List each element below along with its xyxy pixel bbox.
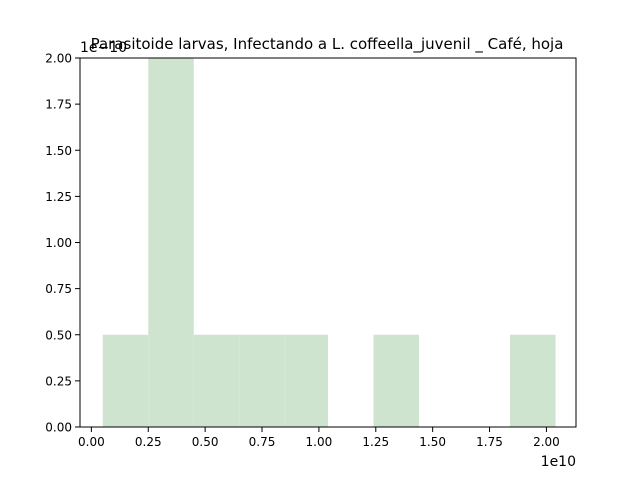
x-tick-label: 2.00 [533, 435, 560, 449]
y-axis-ticks: 0.00 0.25 0.50 0.75 1.00 1.25 1.50 1.75 2.00 [45, 52, 80, 435]
chart-title: Parasitoide larvas, Infectando a L. coff… [91, 35, 564, 54]
y-tick-label: 0.25 [45, 374, 72, 388]
y-tick-label: 1.00 [45, 236, 72, 250]
x-axis-ticks: 0.00 0.25 0.50 0.75 1.00 1.25 1.50 1.75 2.00 [78, 427, 560, 449]
x-tick-label: 0.00 [78, 435, 105, 449]
histogram-bar-6 [373, 334, 420, 427]
x-tick-label: 0.75 [249, 435, 276, 449]
x-tick-label: 1.50 [419, 435, 446, 449]
plot-frame [79, 57, 577, 428]
histogram-bar-3 [239, 334, 285, 427]
bars-layer [102, 58, 556, 427]
y-offset-label: 1e−10 [80, 40, 127, 56]
x-tick-label: 1.25 [362, 435, 389, 449]
histogram-bar-2 [193, 334, 240, 427]
y-tick-label: 0.00 [45, 421, 72, 435]
x-tick-label: 1.75 [476, 435, 503, 449]
y-tick-label: 1.75 [45, 98, 72, 112]
y-tick-label: 1.50 [45, 144, 72, 158]
y-tick-label: 1.25 [45, 190, 72, 204]
x-offset-label: 1e10 [541, 454, 576, 470]
histogram-bar-1 [148, 58, 194, 427]
y-tick-label: 0.75 [45, 282, 72, 296]
histogram-bar-4 [284, 334, 328, 427]
y-tick-label: 2.00 [45, 52, 72, 66]
histogram-bar-9 [510, 334, 556, 427]
x-tick-label: 1.00 [306, 435, 333, 449]
y-tick-label: 0.50 [45, 328, 72, 342]
x-tick-label: 0.25 [135, 435, 162, 449]
x-tick-label: 0.50 [192, 435, 219, 449]
histogram-bar-0 [102, 334, 149, 427]
